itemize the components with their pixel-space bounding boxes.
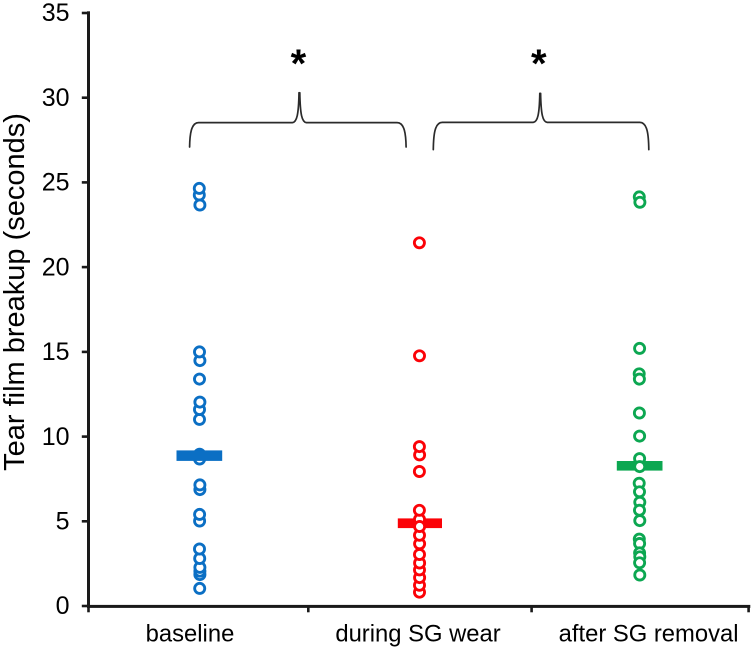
svg-text:20: 20 [42,253,70,281]
svg-text:*: * [531,42,547,86]
svg-text:*: * [291,42,307,86]
svg-text:15: 15 [42,338,70,366]
svg-text:0: 0 [56,592,70,620]
svg-text:Tear film breakup (seconds): Tear film breakup (seconds) [0,113,31,471]
svg-text:baseline: baseline [146,621,235,648]
svg-text:25: 25 [42,169,70,197]
svg-text:30: 30 [42,84,70,112]
svg-text:during SG wear: during SG wear [335,621,500,648]
svg-text:5: 5 [56,508,70,536]
svg-text:35: 35 [42,0,70,27]
svg-text:10: 10 [42,423,70,451]
svg-text:after SG removal: after SG removal [559,621,739,648]
